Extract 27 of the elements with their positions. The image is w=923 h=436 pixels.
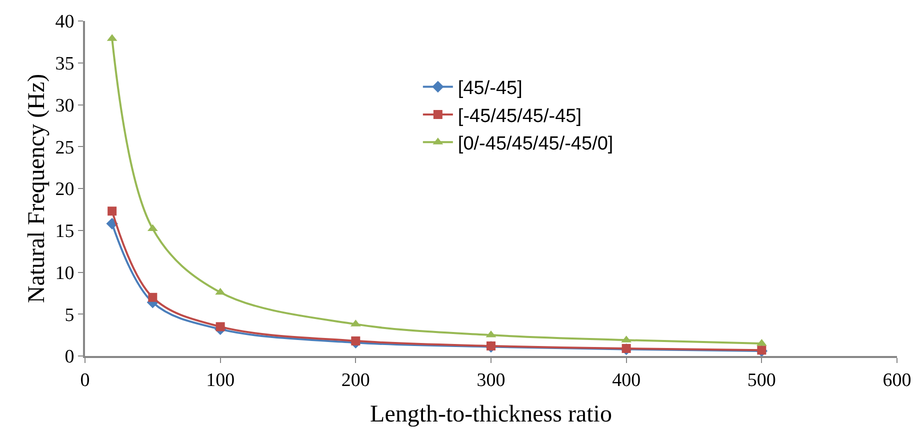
- point: [148, 292, 158, 302]
- point: [622, 344, 631, 353]
- y-tick-label: 25: [55, 137, 74, 158]
- y-tick-label: 20: [55, 179, 74, 200]
- x-tick-label: 400: [612, 370, 641, 391]
- point: [108, 206, 117, 216]
- y-tick-label: 30: [55, 95, 74, 116]
- x-tick-label: 500: [747, 370, 776, 391]
- y-tick-label: 5: [64, 304, 74, 326]
- point: [351, 336, 360, 346]
- x-tick-label: 600: [882, 370, 912, 391]
- y-tick-label: 15: [55, 221, 74, 242]
- x-tick-label: 100: [206, 370, 235, 391]
- legend-label: [45/-45]: [458, 78, 522, 100]
- point: [486, 341, 496, 350]
- y-tick-label: 10: [55, 262, 74, 284]
- x-axis-title: Length-to-thickness ratio: [370, 402, 612, 428]
- point: [216, 322, 225, 332]
- legend-label: [0/-45/45/45/-45/0]: [458, 134, 614, 155]
- y-axis-title: Natural Frequency (Hz): [24, 74, 50, 304]
- legend-label: [-45/45/45/-45]: [458, 106, 582, 127]
- y-tick-label: 35: [55, 54, 74, 75]
- x-tick-label: 200: [341, 370, 370, 391]
- y-tick-label: 0: [64, 346, 74, 368]
- y-tick-label: 40: [55, 12, 74, 33]
- x-tick-label: 0: [80, 370, 90, 391]
- x-tick-label: 300: [476, 370, 506, 391]
